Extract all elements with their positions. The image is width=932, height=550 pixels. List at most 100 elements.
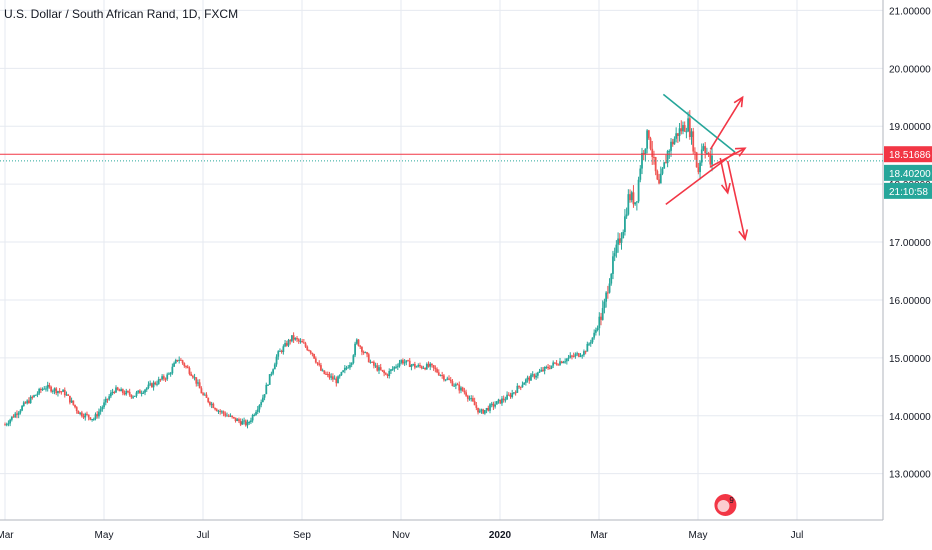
candle [248, 420, 251, 425]
candle [449, 376, 452, 384]
candle [96, 411, 99, 419]
candle [641, 147, 643, 175]
candle [675, 127, 678, 143]
candle-body [352, 355, 355, 363]
candle-body [545, 366, 548, 368]
candle-body [46, 385, 49, 389]
candle-body [123, 392, 126, 395]
candle-body [610, 273, 613, 284]
candle-body [366, 352, 368, 355]
candle-body [132, 396, 134, 398]
candle-body [343, 367, 346, 371]
candle-body [410, 365, 413, 367]
candle-body [374, 365, 377, 367]
candle-body [183, 363, 186, 367]
candle-body [63, 389, 66, 396]
candle-body [275, 356, 278, 365]
candle-body [147, 384, 150, 388]
candle-body [700, 149, 703, 163]
chart-title: U.S. Dollar / South African Rand, 1D, FX… [4, 7, 239, 21]
candle [711, 147, 713, 172]
candle-body [154, 382, 157, 385]
candle-body [289, 340, 292, 342]
candle [463, 387, 466, 395]
candle-body [82, 416, 85, 418]
candle [591, 337, 594, 344]
candles [4, 110, 713, 429]
candle [699, 160, 701, 180]
candle [135, 390, 138, 398]
candle-body [227, 415, 230, 417]
candle-body [594, 329, 597, 333]
candle-body [639, 168, 642, 180]
candle [142, 390, 145, 394]
candle-body [314, 358, 317, 363]
candle-body [311, 352, 314, 355]
candle [485, 407, 488, 414]
candle [560, 360, 563, 364]
candle [294, 337, 297, 341]
candle-body [171, 366, 174, 374]
candle-body [490, 403, 493, 405]
candle-body [207, 397, 210, 403]
candle-body [550, 365, 553, 369]
candle-body [620, 238, 623, 243]
candle-body [108, 396, 111, 400]
candle [84, 412, 87, 421]
candle-body [632, 192, 635, 205]
candle-body [53, 388, 56, 391]
candle-body [297, 339, 300, 342]
candle [509, 392, 512, 399]
candle-body [357, 339, 360, 346]
candle-body [386, 374, 389, 376]
candle-body [231, 415, 234, 418]
candle [637, 176, 640, 204]
candle-body [472, 398, 474, 402]
candle [629, 189, 631, 203]
candle-body [191, 375, 194, 378]
candle [70, 397, 73, 404]
candle [497, 398, 500, 404]
candle-body [217, 410, 220, 412]
projection-arrow [726, 160, 749, 241]
candle [263, 394, 266, 401]
candle [454, 382, 457, 390]
candle-body [424, 367, 427, 370]
candle-body [372, 361, 375, 366]
candle-body [615, 244, 618, 254]
candle [236, 418, 239, 422]
candle [494, 401, 497, 409]
candle [55, 387, 58, 396]
candle-body [656, 171, 659, 180]
candle-body [263, 394, 266, 398]
x-tick-label: May [689, 530, 708, 541]
candle [535, 372, 538, 380]
candle [615, 240, 618, 258]
candle-body [318, 363, 321, 366]
candle [133, 395, 136, 397]
candle [152, 380, 155, 391]
candle-body [547, 366, 549, 369]
candle-body [106, 398, 109, 400]
projection-arrow [709, 147, 747, 168]
x-tick-label: Jul [197, 530, 210, 541]
candle-body [647, 130, 650, 139]
candle [118, 388, 121, 392]
candle [596, 325, 599, 332]
candle-body [87, 414, 90, 418]
candle [132, 395, 134, 399]
candle-body [419, 365, 421, 367]
candle [86, 411, 88, 416]
candle-body [36, 393, 39, 395]
candle-body [530, 374, 532, 381]
candle-body [600, 316, 602, 320]
candle-body [9, 419, 12, 424]
candle [48, 382, 51, 389]
candle [408, 357, 411, 368]
candle [149, 380, 152, 387]
candle-body [101, 407, 104, 410]
candle-body [495, 401, 498, 405]
candle-body [179, 359, 182, 361]
